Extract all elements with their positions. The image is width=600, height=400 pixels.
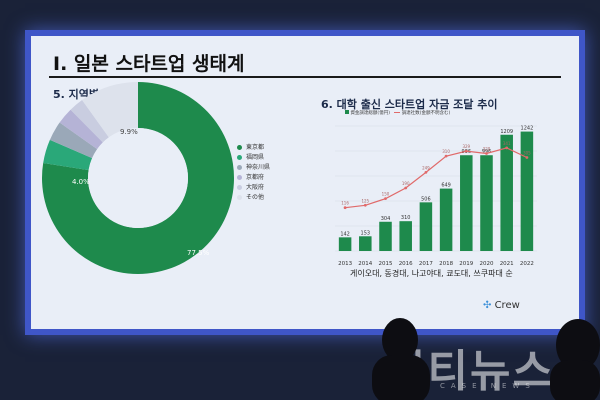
line-point — [505, 146, 509, 150]
legend-item: 京都府 — [237, 173, 270, 183]
bar-value-label: 142 — [340, 231, 350, 237]
x-tick-label: 2017 — [419, 261, 433, 267]
bar-2013 — [338, 237, 352, 251]
donut-slice-4 — [70, 99, 109, 143]
line-point — [485, 152, 488, 155]
legend-item: その他 — [237, 193, 270, 203]
x-tick-label: 2016 — [399, 261, 413, 267]
university-funding-chart: 142 2013 153 2014 304 2015 310 2016 506 2017 649 20… — [335, 126, 537, 267]
bar-2014 — [359, 236, 372, 251]
bar-chart-legend: 資金調達総額(億円) 調達社数(金額不明含む) — [345, 110, 450, 116]
x-tick-label: 2020 — [480, 261, 494, 267]
line-value-label: 249 — [422, 165, 430, 170]
line-value-label: 320 — [483, 147, 491, 152]
line-point — [343, 206, 347, 210]
legend-item: 福岡県 — [237, 153, 270, 163]
bar-2020 — [480, 155, 493, 251]
region-legend: 東京都福岡県神奈川県京都府大阪府その他 — [237, 143, 270, 203]
line-point — [464, 149, 468, 153]
region-donut-chart — [41, 82, 234, 274]
line-value-label: 341 — [503, 141, 511, 146]
line-point — [363, 203, 367, 207]
bar-2016 — [399, 221, 412, 251]
university-ranking-text: 게이오대, 동경대, 나고야대, 쿄도대, 쓰쿠파대 순 — [350, 269, 513, 278]
right-chart-subtitle: 6. 대학 출신 스타트업 자금 조달 추이 — [321, 98, 498, 111]
legend-swatch-bars — [345, 110, 349, 114]
line-value-label: 116 — [341, 201, 349, 206]
bar-2019 — [460, 155, 473, 251]
legend-item: 大阪府 — [237, 183, 270, 193]
x-tick-label: 2015 — [379, 261, 393, 267]
crew-logo-text: Crew — [494, 300, 520, 311]
line-series — [345, 147, 528, 209]
line-point — [384, 197, 387, 201]
bar-2017 — [419, 202, 433, 251]
legend-label: 大阪府 — [246, 184, 265, 191]
donut-slice-5 — [82, 82, 138, 138]
donut-slice-1 — [43, 139, 93, 171]
line-value-label: 125 — [361, 198, 369, 203]
bar-value-label: 310 — [401, 215, 411, 221]
bar-value-label: 1242 — [521, 126, 534, 132]
x-tick-label: 2022 — [520, 261, 534, 267]
legend-label: 神奈川県 — [246, 164, 271, 171]
crew-logo-icon: ✣ — [483, 300, 492, 311]
legend-label: 福岡県 — [246, 154, 265, 161]
legend-item: 東京都 — [237, 143, 270, 153]
legend-dot — [237, 195, 242, 200]
legend-label-line: 調達社数(金額不明含む) — [401, 111, 451, 116]
title-divider — [49, 76, 561, 78]
x-tick-label: 2021 — [500, 261, 514, 267]
legend-dot — [237, 155, 242, 160]
bar-2021 — [500, 134, 513, 251]
x-tick-label: 2014 — [358, 261, 372, 267]
donut-slice-2 — [49, 122, 98, 159]
legend-item: 神奈川県 — [237, 163, 270, 173]
legend-label: 京都府 — [246, 174, 265, 181]
x-tick-label: 2018 — [439, 261, 453, 267]
line-point — [525, 156, 529, 159]
slice-label-tokyo: 77.5% — [187, 249, 210, 257]
crew-logo: ✣ Crew — [483, 300, 520, 311]
bar-value-label: 506 — [421, 196, 431, 202]
line-point — [444, 154, 448, 158]
bar-value-label: 153 — [361, 230, 371, 236]
slice-label-fukuoka: 4.0% — [72, 178, 90, 186]
line-value-label: 305 — [523, 150, 531, 155]
slice-label-other: 9.9% — [120, 128, 138, 136]
legend-label: その他 — [246, 194, 265, 201]
audience-body-right — [550, 360, 600, 400]
line-value-label: 329 — [462, 144, 470, 149]
x-tick-label: 2013 — [338, 261, 352, 267]
bar-2022 — [520, 131, 534, 251]
donut-slice-0 — [41, 82, 234, 274]
x-tick-label: 2019 — [459, 261, 473, 267]
legend-label-bars: 資金調達総額(億円) — [350, 111, 390, 116]
legend-swatch-line — [394, 112, 401, 113]
donut-hole — [88, 128, 188, 228]
legend-dot — [237, 165, 242, 170]
donut-slice-3 — [59, 109, 103, 150]
line-point — [424, 170, 428, 174]
legend-dot — [237, 175, 242, 180]
line-value-label: 190 — [402, 181, 410, 186]
bar-2018 — [439, 188, 453, 251]
line-point — [404, 186, 408, 190]
legend-label: 東京都 — [246, 144, 265, 151]
legend-dot — [237, 185, 242, 190]
slide-title: I. 일본 스타트업 생태계 — [53, 53, 245, 75]
bar-value-label: 649 — [441, 183, 451, 189]
bar-2015 — [379, 221, 392, 251]
watermark-subtext: CASE NEWS — [440, 382, 536, 390]
legend-dot — [237, 145, 242, 150]
bar-value-label: 304 — [381, 216, 391, 222]
line-value-label: 150 — [382, 192, 390, 197]
bar-value-label: 1209 — [500, 129, 513, 135]
line-value-label: 310 — [442, 149, 450, 154]
